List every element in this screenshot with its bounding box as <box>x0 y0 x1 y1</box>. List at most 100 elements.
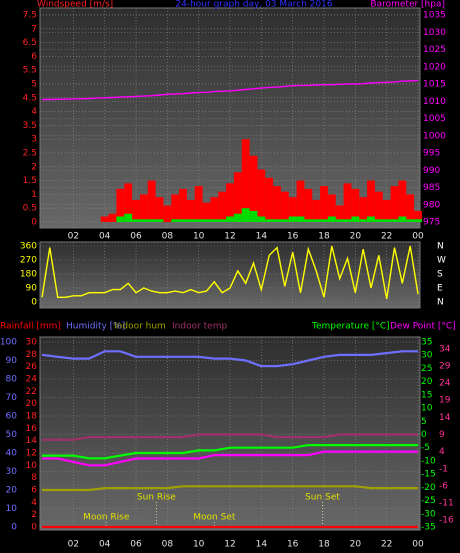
series-line <box>41 350 418 368</box>
x-tick-label: 08 <box>162 540 174 550</box>
series-line <box>42 433 418 441</box>
y2-tick-label: 16 <box>26 424 38 434</box>
bar <box>155 219 164 222</box>
bar <box>320 186 328 222</box>
y2-tick-label: 1035 <box>423 11 446 21</box>
bar <box>390 219 399 222</box>
y-tick-label: 3.5 <box>23 121 37 131</box>
x-tick-label: 14 <box>256 540 268 550</box>
y3-tick-label: -5 <box>421 443 430 453</box>
y-tick-label: 70 <box>6 393 18 403</box>
y-tick-label: 90 <box>26 284 38 294</box>
bar <box>132 199 140 222</box>
bar <box>108 213 117 222</box>
bar <box>194 186 203 222</box>
y2-axis-label: Barometer [hpa] <box>370 0 445 10</box>
x-tick-label: 12 <box>224 540 235 550</box>
y-tick-label: 7.5 <box>23 11 37 21</box>
x-tick-label: 16 <box>287 540 299 550</box>
x-tick-label: 22 <box>381 232 392 242</box>
bar <box>343 183 352 222</box>
y4-tick-label: 29 <box>439 361 451 371</box>
y2-tick-label: 1005 <box>423 114 446 124</box>
bar <box>100 216 109 222</box>
bar <box>327 194 336 222</box>
x-tick-label: 16 <box>287 232 299 242</box>
y-tick-label: 1 <box>31 190 37 200</box>
bar <box>312 219 321 222</box>
x-tick-label: 00 <box>412 540 424 550</box>
bar <box>374 191 383 222</box>
bar <box>304 188 313 222</box>
x-tick-label: 12 <box>224 232 235 242</box>
y3-tick-label: -15 <box>421 470 436 480</box>
series-line <box>41 245 419 300</box>
bar <box>398 180 407 222</box>
x-tick-label: 20 <box>350 232 362 242</box>
y3-tick-label: -25 <box>421 496 436 506</box>
bar <box>390 186 399 222</box>
bar <box>296 180 305 222</box>
y2-tick-label: 24 <box>26 375 38 385</box>
bar <box>296 216 305 222</box>
y4-tick-label: 24 <box>439 379 451 389</box>
chart-title: 24-hour graph day, 03 March 2016 <box>175 0 332 10</box>
bar <box>139 194 148 222</box>
y3-tick-label: 25 <box>421 364 432 374</box>
legend-entry: Indoor temp <box>172 322 227 332</box>
y2-tick-label: 30 <box>26 338 38 348</box>
y-tick-label: 0 <box>31 298 37 308</box>
bar <box>288 197 297 222</box>
y-tick-label: 7 <box>31 24 37 34</box>
bar <box>116 216 125 222</box>
bar <box>382 199 391 222</box>
bar <box>273 219 281 222</box>
y4-tick-label: 9 <box>439 430 445 440</box>
bar <box>233 172 242 222</box>
x-tick-label: 10 <box>193 232 205 242</box>
y-tick-label: 80 <box>6 375 18 385</box>
y-tick-label: 3 <box>31 135 37 145</box>
bar <box>202 202 211 222</box>
y-tick-label: 1.5 <box>23 176 37 186</box>
bar <box>147 180 156 222</box>
x-tick-label: 02 <box>68 540 79 550</box>
y2-tick-label: 0 <box>31 523 37 533</box>
bar <box>124 183 133 222</box>
x-tick-label: 02 <box>68 232 79 242</box>
y-tick-label: 4 <box>31 107 37 117</box>
y-tick-label: 40 <box>6 449 18 459</box>
bar <box>249 210 258 222</box>
y2-tick-label: 1020 <box>423 62 446 72</box>
y4-tick-label: -16 <box>439 516 454 526</box>
x-tick-label: 18 <box>318 540 330 550</box>
series-line <box>42 485 418 492</box>
bar <box>320 219 328 222</box>
y-tick-label: 360 <box>20 242 37 252</box>
y2-tick-label: 1025 <box>423 45 446 55</box>
y4-tick-label: 14 <box>439 413 451 423</box>
y2-tick-label: 28 <box>26 350 38 360</box>
y2-tick-label: 18 <box>26 412 38 422</box>
bar <box>210 219 219 222</box>
x-tick-label: 00 <box>412 232 424 242</box>
legend-entry: Humidity [%] <box>66 322 125 332</box>
bar <box>351 216 360 222</box>
bar <box>132 219 140 222</box>
bar <box>186 199 195 222</box>
bar <box>171 194 180 222</box>
bar <box>226 183 234 222</box>
y2-tick-label: 985 <box>423 183 440 193</box>
bar <box>327 216 336 222</box>
bar <box>155 197 164 222</box>
bar <box>414 210 422 222</box>
y-tick-label: 60 <box>6 412 18 422</box>
bar <box>210 197 219 222</box>
bar <box>265 219 274 222</box>
legend-entry: Temperature [°C] <box>311 322 390 332</box>
bar <box>382 219 391 222</box>
bar <box>304 219 313 222</box>
y3-tick-label: 15 <box>421 390 432 400</box>
bar <box>312 199 321 222</box>
